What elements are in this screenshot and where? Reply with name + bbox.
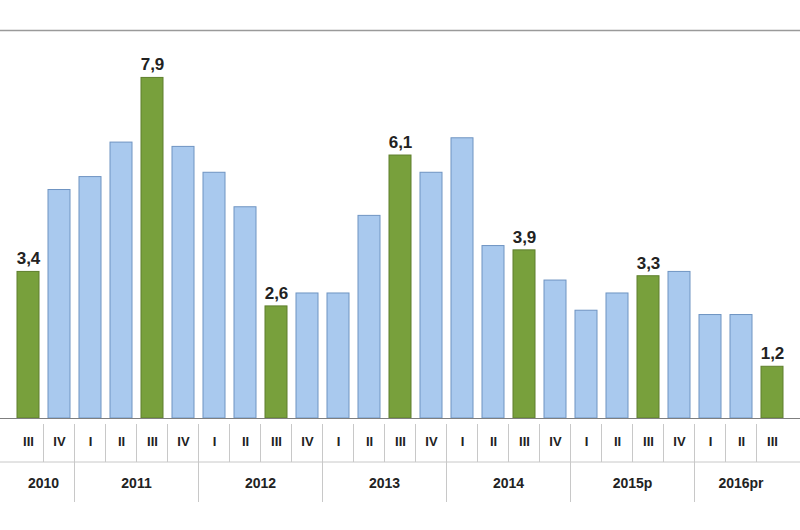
svg-text:III: III bbox=[395, 434, 406, 449]
svg-text:2016pr: 2016pr bbox=[718, 475, 764, 491]
svg-text:2014: 2014 bbox=[493, 475, 524, 491]
svg-text:II: II bbox=[242, 434, 249, 449]
svg-text:2010: 2010 bbox=[28, 475, 59, 491]
svg-text:7,9: 7,9 bbox=[141, 55, 165, 74]
svg-text:3,4: 3,4 bbox=[17, 249, 41, 268]
svg-text:I: I bbox=[585, 434, 589, 449]
svg-text:III: III bbox=[23, 434, 34, 449]
svg-text:II: II bbox=[118, 434, 125, 449]
svg-text:IV: IV bbox=[53, 434, 66, 449]
svg-text:IV: IV bbox=[673, 434, 686, 449]
svg-text:IV: IV bbox=[177, 434, 190, 449]
svg-text:III: III bbox=[147, 434, 158, 449]
svg-text:I: I bbox=[709, 434, 713, 449]
svg-text:3,9: 3,9 bbox=[513, 228, 537, 247]
svg-text:3,3: 3,3 bbox=[637, 254, 661, 273]
svg-text:III: III bbox=[643, 434, 654, 449]
svg-text:1,2: 1,2 bbox=[761, 344, 785, 363]
svg-text:II: II bbox=[490, 434, 497, 449]
svg-text:2011: 2011 bbox=[121, 475, 152, 491]
svg-text:II: II bbox=[366, 434, 373, 449]
svg-text:2,6: 2,6 bbox=[265, 284, 289, 303]
svg-text:2012: 2012 bbox=[245, 475, 276, 491]
svg-text:III: III bbox=[271, 434, 282, 449]
svg-text:I: I bbox=[337, 434, 341, 449]
svg-text:IV: IV bbox=[549, 434, 562, 449]
svg-text:2013: 2013 bbox=[369, 475, 400, 491]
svg-text:II: II bbox=[614, 434, 621, 449]
svg-text:IV: IV bbox=[301, 434, 314, 449]
svg-text:6,1: 6,1 bbox=[389, 133, 413, 152]
svg-text:II: II bbox=[738, 434, 745, 449]
svg-text:I: I bbox=[89, 434, 93, 449]
svg-text:IV: IV bbox=[425, 434, 438, 449]
svg-text:III: III bbox=[519, 434, 530, 449]
svg-text:I: I bbox=[461, 434, 465, 449]
svg-text:I: I bbox=[213, 434, 217, 449]
svg-text:III: III bbox=[767, 434, 778, 449]
svg-text:2015p: 2015p bbox=[613, 475, 653, 491]
